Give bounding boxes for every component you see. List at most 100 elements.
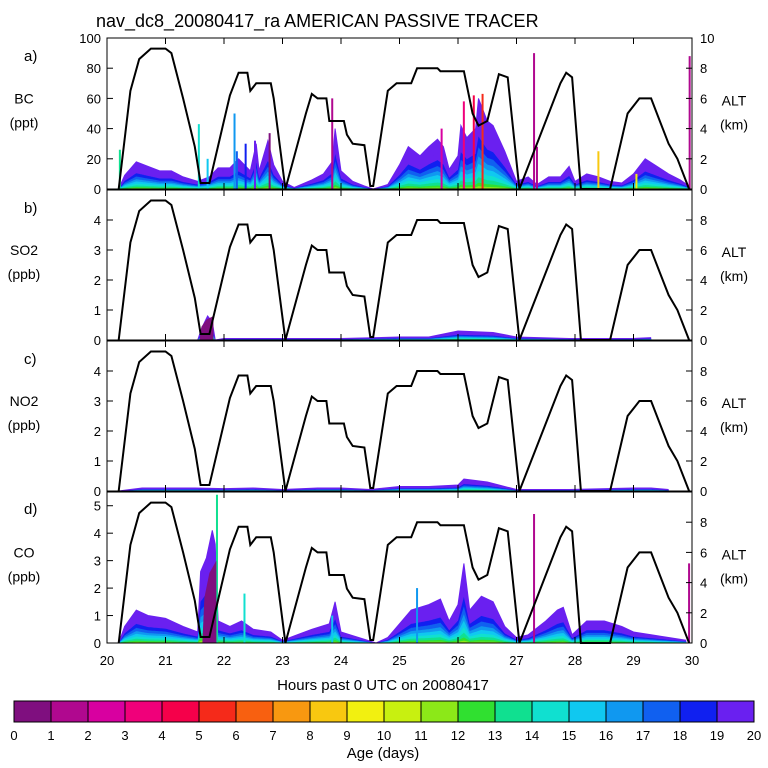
- panels: 0204060801000246810a)BC(ppt)ALT(km)01234…: [8, 31, 748, 668]
- tracer-outline: [197, 315, 652, 341]
- colorbar-tick-label: 13: [488, 728, 502, 743]
- x-tick-label: 20: [100, 653, 114, 668]
- y-tick-label: 20: [87, 152, 101, 167]
- y2-axis-label: ALT: [722, 547, 747, 563]
- y2-tick-label: 0: [700, 484, 707, 499]
- x-tick-label: 25: [392, 653, 406, 668]
- y-tick-label: 1: [94, 609, 101, 624]
- colorbar-swatch: [236, 701, 273, 722]
- tracer-age-band: [118, 156, 690, 189]
- y-tick-label: 0: [94, 182, 101, 197]
- x-tick-label: 24: [334, 653, 348, 668]
- colorbar-swatch: [495, 701, 532, 722]
- y2-tick-label: 0: [700, 333, 707, 348]
- x-tick-label: 22: [217, 653, 231, 668]
- colorbar-swatch: [51, 701, 88, 722]
- tracer-age-band: [118, 177, 690, 189]
- chart-title: nav_dc8_20080417_ra AMERICAN PASSIVE TRA…: [96, 11, 539, 32]
- y2-tick-label: 6: [700, 243, 707, 258]
- y2-tick-label: 4: [700, 576, 707, 591]
- x-tick-label: 21: [158, 653, 172, 668]
- colorbar-tick-label: 0: [10, 728, 17, 743]
- colorbar-tick-label: 14: [525, 728, 539, 743]
- colorbar-tick-label: 16: [599, 728, 613, 743]
- panel-b: 0 1 2 3 4 0 2 4 6 8 b) SO2 (ppb) ALT (km): [8, 189, 748, 348]
- colorbar-tick-label: 18: [673, 728, 687, 743]
- colorbar-tick-label: 12: [451, 728, 465, 743]
- y2-tick-label: 0: [700, 636, 707, 651]
- y2-tick-label: 6: [700, 394, 707, 409]
- colorbar-swatch: [14, 701, 51, 722]
- tracer-age-band: [118, 111, 690, 189]
- y2-axis-label: ALT: [722, 395, 747, 411]
- y2-tick-label: 6: [700, 545, 707, 560]
- x-tick-label: 26: [451, 653, 465, 668]
- y2-axis-label: ALT: [722, 244, 747, 260]
- colorbar-tick-label: 4: [158, 728, 165, 743]
- x-tick-label: 29: [626, 653, 640, 668]
- y-axis-unit: (ppt): [10, 115, 39, 131]
- y-axis-label: CO: [14, 545, 35, 561]
- y-tick-label: 0: [94, 333, 101, 348]
- y-tick-label: 3: [94, 243, 101, 258]
- altitude-line: [117, 350, 691, 492]
- y-tick-label: 2: [94, 424, 101, 439]
- panel-letter: c): [24, 351, 37, 368]
- colorbar-tick-label: 7: [269, 728, 276, 743]
- y2-tick-label: 0: [700, 182, 707, 197]
- x-tick-label: 30: [685, 653, 699, 668]
- y-tick-label: 3: [94, 394, 101, 409]
- colorbar-swatch: [458, 701, 495, 722]
- tracer-age-band: [118, 186, 690, 189]
- y-tick-label: 2: [94, 273, 101, 288]
- altitude-line: [117, 47, 691, 190]
- x-tick-label: 28: [568, 653, 582, 668]
- y2-tick-label: 8: [700, 213, 707, 228]
- colorbar-swatch: [532, 701, 569, 722]
- y-tick-label: 60: [87, 91, 101, 106]
- colorbar-tick-label: 8: [306, 728, 313, 743]
- y2-tick-label: 2: [700, 606, 707, 621]
- y2-tick-label: 4: [700, 424, 707, 439]
- plot-frame: [106, 491, 693, 644]
- x-tick-label: 27: [509, 653, 523, 668]
- tracer-age-band: [118, 170, 690, 189]
- colorbar-tick-label: 17: [636, 728, 650, 743]
- y2-tick-label: 4: [700, 273, 707, 288]
- colorbar-swatch: [162, 701, 199, 722]
- y-axis-unit: (ppb): [8, 266, 41, 282]
- x-tick-label: 23: [275, 653, 289, 668]
- tracer-age-band: [118, 635, 687, 643]
- y-tick-label: 0: [94, 636, 101, 651]
- colorbar-swatch: [680, 701, 717, 722]
- y-tick-label: 4: [94, 526, 101, 541]
- y2-tick-label: 2: [700, 454, 707, 469]
- tracer-age-band: [118, 147, 690, 189]
- colorbar-tick-label: 9: [343, 728, 350, 743]
- y-axis-label: SO2: [10, 242, 38, 258]
- colorbar-swatch: [347, 701, 384, 722]
- y-axis-unit: (ppb): [8, 417, 41, 433]
- tracer-outline: [118, 530, 687, 644]
- y2-tick-label: 2: [700, 152, 707, 167]
- y2-tick-label: 8: [700, 515, 707, 530]
- colorbar-tick-label: 5: [195, 728, 202, 743]
- y2-tick-label: 4: [700, 122, 707, 137]
- panel-c: 0 1 2 3 4 0 2 4 6 8 c) NO2 (ppb) ALT (km): [8, 340, 748, 499]
- colorbar-label: Age (days): [347, 745, 420, 762]
- tracer-age-band: [118, 136, 690, 189]
- y2-tick-label: 8: [700, 61, 707, 76]
- y-axis-label: NO2: [10, 393, 39, 409]
- y2-axis-unit: (km): [720, 117, 748, 133]
- panel-letter: a): [24, 48, 37, 65]
- tracer-age-band: [118, 488, 669, 491]
- panel-letter: d): [24, 501, 37, 518]
- y-tick-label: 5: [94, 499, 101, 514]
- y-tick-label: 3: [94, 554, 101, 569]
- altitude-line: [117, 501, 691, 644]
- y2-tick-label: 2: [700, 303, 707, 318]
- tracer-age-band: [197, 316, 652, 340]
- y-tick-label: 0: [94, 484, 101, 499]
